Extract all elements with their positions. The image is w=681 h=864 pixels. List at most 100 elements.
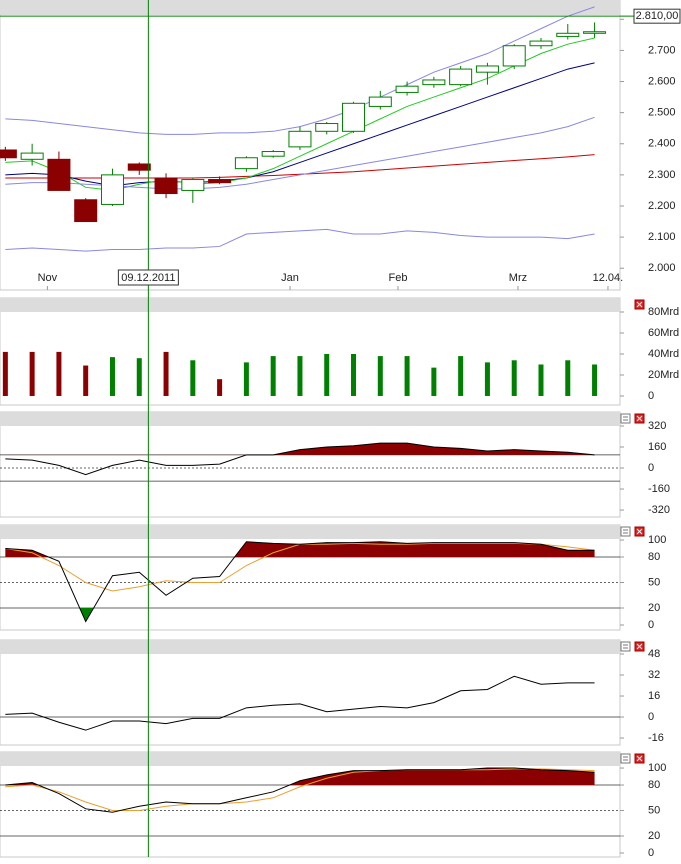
candle-body: [422, 79, 446, 86]
bar: [431, 367, 437, 396]
bar: [83, 365, 89, 396]
x-tick-label: Feb: [388, 272, 407, 284]
candle-body: [583, 31, 607, 34]
crosshair-y-label: 2.810,00: [636, 10, 679, 22]
bar: [511, 360, 517, 396]
panel-background: [0, 524, 621, 631]
settings-icon: [623, 416, 628, 421]
settings-icon: [620, 413, 631, 424]
candle-body: [20, 152, 44, 160]
y-tick-label: -160: [648, 483, 670, 495]
panel-background: [0, 639, 621, 746]
close-icon: [636, 643, 643, 650]
panel-background: [0, 411, 621, 518]
bar: [538, 364, 544, 396]
y-tick-label: 20Mrd: [648, 369, 679, 381]
crosshair-y-box: [633, 8, 681, 24]
y-tick-label: 48: [648, 648, 660, 660]
panel-header: [0, 640, 620, 654]
y-tick-label: 80: [648, 551, 660, 563]
bar: [458, 356, 464, 396]
area-fill: [5, 768, 595, 786]
y-tick-label: 320: [648, 420, 666, 432]
candle-body: [234, 157, 258, 170]
bar: [163, 351, 169, 396]
x-tick-label: Nov: [38, 272, 58, 284]
candle-body: [315, 123, 339, 132]
candle-body: [556, 32, 580, 37]
y-tick-label: 2.600: [648, 75, 676, 87]
x-tick-label: Mrz: [509, 272, 527, 284]
settings-icon: [620, 526, 631, 537]
settings-button[interactable]: [620, 753, 631, 764]
bar: [190, 360, 196, 396]
area-fill: [79, 607, 94, 622]
candle-body: [529, 40, 553, 47]
settings-button[interactable]: [620, 641, 631, 652]
y-tick-label: 20: [648, 830, 660, 842]
y-tick-label: 2.300: [648, 169, 676, 181]
panel-header: [0, 412, 620, 426]
panel-header: [0, 0, 620, 15]
close-icon: [636, 415, 643, 422]
close-button[interactable]: [634, 299, 645, 310]
y-tick-label: 0: [648, 619, 654, 631]
y-tick-label: 2.400: [648, 138, 676, 150]
y-tick-label: 100: [648, 534, 666, 546]
settings-icon: [623, 644, 628, 649]
y-tick-label: 100: [648, 762, 666, 774]
candle-body: [342, 102, 366, 132]
candle-body: [0, 149, 17, 159]
close-button[interactable]: [634, 413, 645, 424]
line: [5, 675, 595, 731]
panel-header: [0, 525, 620, 539]
area-fill: [5, 541, 595, 558]
bar: [109, 357, 115, 396]
bar: [404, 356, 410, 396]
bar: [565, 360, 571, 396]
y-tick-label: 40Mrd: [648, 348, 679, 360]
y-tick-label: 2.700: [648, 44, 676, 56]
crosshair-x-label: 09.12.2011: [121, 272, 175, 284]
y-tick-label: 2.100: [648, 231, 676, 243]
bar: [217, 379, 223, 396]
bar: [243, 362, 249, 396]
bar: [351, 353, 357, 396]
close-icon: [636, 755, 643, 762]
settings-icon: [623, 756, 628, 761]
panel-background: [0, 297, 621, 406]
close-button[interactable]: [634, 526, 645, 537]
y-tick-label: 2.500: [648, 107, 676, 119]
settings-button[interactable]: [620, 413, 631, 424]
y-tick-label: 2.200: [648, 200, 676, 212]
panel-header: [0, 752, 620, 766]
settings-button[interactable]: [620, 526, 631, 537]
bar: [324, 353, 330, 396]
candle-body: [74, 199, 98, 223]
candle-body: [449, 68, 473, 86]
close-button[interactable]: [634, 641, 645, 652]
bar: [484, 362, 490, 396]
line: [5, 442, 595, 476]
candle-body: [368, 96, 392, 107]
candle-body: [100, 174, 124, 205]
bar: [270, 356, 276, 396]
bar: [297, 356, 303, 396]
y-tick-label: 50: [648, 576, 660, 588]
y-tick-label: 60Mrd: [648, 327, 679, 339]
y-tick-label: 50: [648, 804, 660, 816]
line: [5, 541, 595, 623]
candle-body: [154, 177, 178, 195]
candle-body: [261, 151, 285, 157]
bar: [29, 351, 35, 396]
x-tick-label: Jan: [281, 272, 299, 284]
candle-body: [127, 163, 151, 171]
y-tick-label: 0: [648, 390, 654, 402]
y-tick-label: 160: [648, 441, 666, 453]
bar: [2, 351, 8, 396]
y-tick-label: 0: [648, 711, 654, 723]
candle-body: [288, 130, 312, 148]
close-button[interactable]: [634, 753, 645, 764]
y-tick-label: 80: [648, 779, 660, 791]
